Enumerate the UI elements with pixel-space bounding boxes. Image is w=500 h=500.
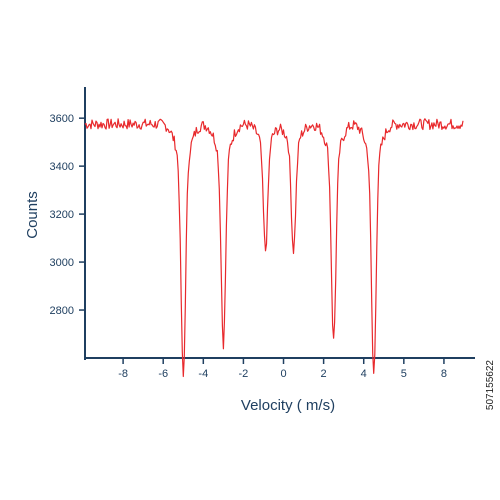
y-tick-label: 3000 — [50, 257, 74, 269]
stock-id-watermark: 507155622 — [485, 360, 496, 411]
y-tick-label: 2800 — [50, 305, 74, 317]
x-tick-label: -8 — [118, 368, 128, 380]
axes — [84, 87, 475, 360]
series-line — [84, 118, 464, 378]
x-tick-label: 8 — [441, 368, 447, 380]
plot-area — [84, 118, 464, 378]
x-tick-label: 4 — [361, 368, 367, 380]
x-tick-label: -4 — [198, 368, 208, 380]
y-tick-label: 3400 — [50, 161, 74, 173]
x-tick-label: -2 — [239, 368, 249, 380]
y-tick-label: 3200 — [50, 209, 74, 221]
x-tick-label: 2 — [321, 368, 327, 380]
x-tick-label: -6 — [158, 368, 168, 380]
x-tick-label: 5 — [401, 368, 407, 380]
x-tick-label: 0 — [280, 368, 286, 380]
ticks: -8 -6 -4 -2 0 2 4 5 8 2800 3000 3200 3400 3600 — [50, 113, 447, 380]
y-axis-title: Counts — [24, 191, 41, 239]
y-tick-label: 3600 — [50, 113, 74, 125]
x-axis-title: Velocity ( m/s) — [241, 397, 335, 414]
